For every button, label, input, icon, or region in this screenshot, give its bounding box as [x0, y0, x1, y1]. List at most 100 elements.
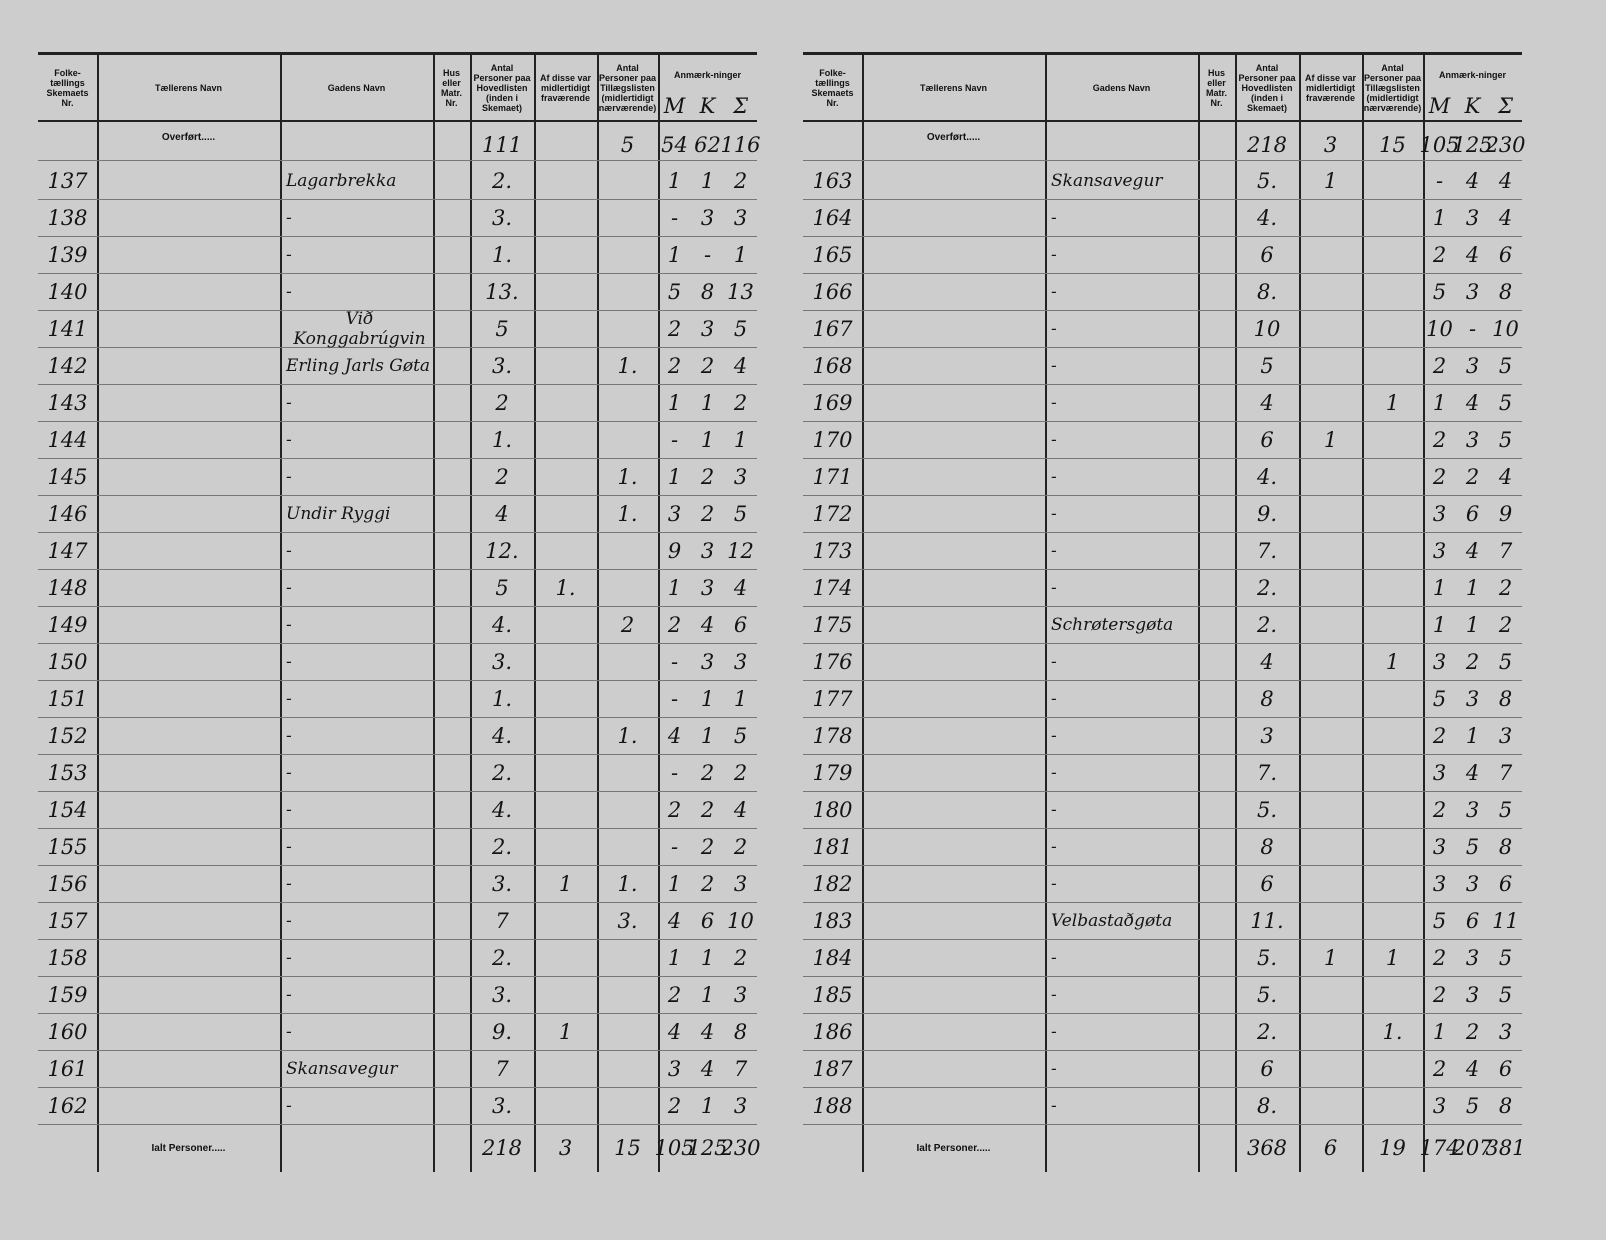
row-rule — [803, 569, 1522, 570]
cell: 4 — [667, 908, 682, 933]
cell: - — [670, 649, 679, 674]
cell: 2 — [700, 501, 715, 526]
cell: 2. — [1256, 575, 1278, 600]
header-rule — [38, 120, 757, 122]
cell: 8 — [700, 279, 715, 304]
cell: 1 — [733, 427, 748, 452]
cell: - — [670, 205, 679, 230]
cell: 5 — [620, 133, 635, 157]
cell: 3. — [491, 871, 513, 896]
cell: 2 — [1465, 1019, 1480, 1044]
cell: 3 — [700, 316, 715, 341]
street: Velbastaðgøta — [1051, 910, 1173, 931]
cell: 3 — [733, 1093, 748, 1118]
cell: 2 — [700, 760, 715, 785]
cell: 3 — [1465, 279, 1480, 304]
cell: 6 — [1498, 1056, 1513, 1081]
cell: 5 — [667, 279, 682, 304]
cell: 7 — [1498, 538, 1513, 563]
row-number: 183 — [812, 908, 853, 933]
cell: 4 — [1465, 390, 1480, 415]
cell: 2 — [620, 612, 635, 637]
row-rule — [803, 421, 1522, 422]
cell: 4. — [491, 723, 513, 748]
column-rule — [280, 55, 282, 1172]
row-number: 157 — [47, 908, 88, 933]
cell: 1 — [1432, 205, 1447, 230]
row-rule — [38, 1124, 757, 1125]
column-header: Af disse var midlertidigt fraværende — [1304, 72, 1357, 103]
cell: 1 — [1385, 649, 1400, 674]
cell: 2 — [700, 464, 715, 489]
cell: 4 — [733, 353, 748, 378]
cell: - — [670, 834, 679, 859]
column-header: Folke-tællings Skemaets Nr. — [811, 67, 854, 108]
row-rule — [803, 347, 1522, 348]
street: - — [286, 688, 292, 709]
cell: 2. — [491, 168, 513, 193]
cell: 1 — [700, 945, 715, 970]
row-rule — [803, 199, 1522, 200]
cell: 7. — [1256, 538, 1278, 563]
row-number: 156 — [47, 871, 88, 896]
cell: 4 — [1465, 1056, 1480, 1081]
cell: 5 — [1498, 649, 1513, 674]
cell: 1 — [700, 1093, 715, 1118]
sub-header: M — [663, 94, 686, 118]
cell: 2 — [667, 982, 682, 1007]
cell: 1 — [1432, 1019, 1447, 1044]
street: - — [286, 614, 292, 635]
cell: 1 — [667, 390, 682, 415]
cell: 1 — [667, 242, 682, 267]
column-header: Hus eller Matr. Nr. — [1205, 67, 1227, 108]
cell: 15 — [1379, 133, 1406, 157]
street: Undir Ryggi — [286, 503, 391, 524]
cell: 2 — [1432, 1056, 1447, 1081]
cell: 7 — [495, 908, 509, 933]
cell: 2 — [667, 353, 682, 378]
cell: 10 — [1492, 316, 1519, 341]
cell: 3 — [1432, 760, 1447, 785]
row-number: 150 — [47, 649, 88, 674]
cell: 5 — [1498, 353, 1513, 378]
cell: 4 — [1498, 168, 1513, 193]
column-rule — [1045, 55, 1047, 1172]
row-rule — [38, 532, 757, 533]
cell: 3 — [667, 501, 682, 526]
cell: 4 — [1498, 205, 1513, 230]
cell: 62 — [694, 133, 721, 157]
row-rule — [38, 976, 757, 977]
street: - — [286, 799, 292, 820]
cell: 2 — [700, 353, 715, 378]
cell: 2 — [733, 760, 748, 785]
row-number: 138 — [47, 205, 88, 230]
street: - — [286, 207, 292, 228]
cell: 1 — [1323, 168, 1338, 193]
row-rule — [38, 421, 757, 422]
cell: 5 — [733, 501, 748, 526]
cell: 2 — [1432, 242, 1447, 267]
cell: 12. — [485, 538, 519, 563]
cell: 1. — [555, 575, 576, 600]
column-header: Af disse var midlertidigt fraværende — [539, 72, 592, 103]
cell: 3 — [1432, 538, 1447, 563]
row-number: 143 — [47, 390, 88, 415]
row-number: 179 — [812, 760, 853, 785]
column-header: Tællerens Navn — [154, 82, 223, 93]
cell: 3 — [1465, 982, 1480, 1007]
cell: 8 — [1260, 686, 1274, 711]
row-rule — [38, 1013, 757, 1014]
row-rule — [38, 939, 757, 940]
row-number: 187 — [812, 1056, 853, 1081]
cell: 5 — [1432, 908, 1447, 933]
cell: - — [670, 686, 679, 711]
row-rule — [803, 273, 1522, 274]
cell: 3 — [1465, 353, 1480, 378]
cell: 6 — [1465, 908, 1480, 933]
cell: 218 — [1246, 133, 1288, 157]
street: - — [1051, 873, 1057, 894]
column-rule — [1198, 55, 1200, 1172]
row-number: 172 — [812, 501, 853, 526]
street: Lagarbrekka — [286, 170, 397, 191]
row-number: 167 — [812, 316, 853, 341]
